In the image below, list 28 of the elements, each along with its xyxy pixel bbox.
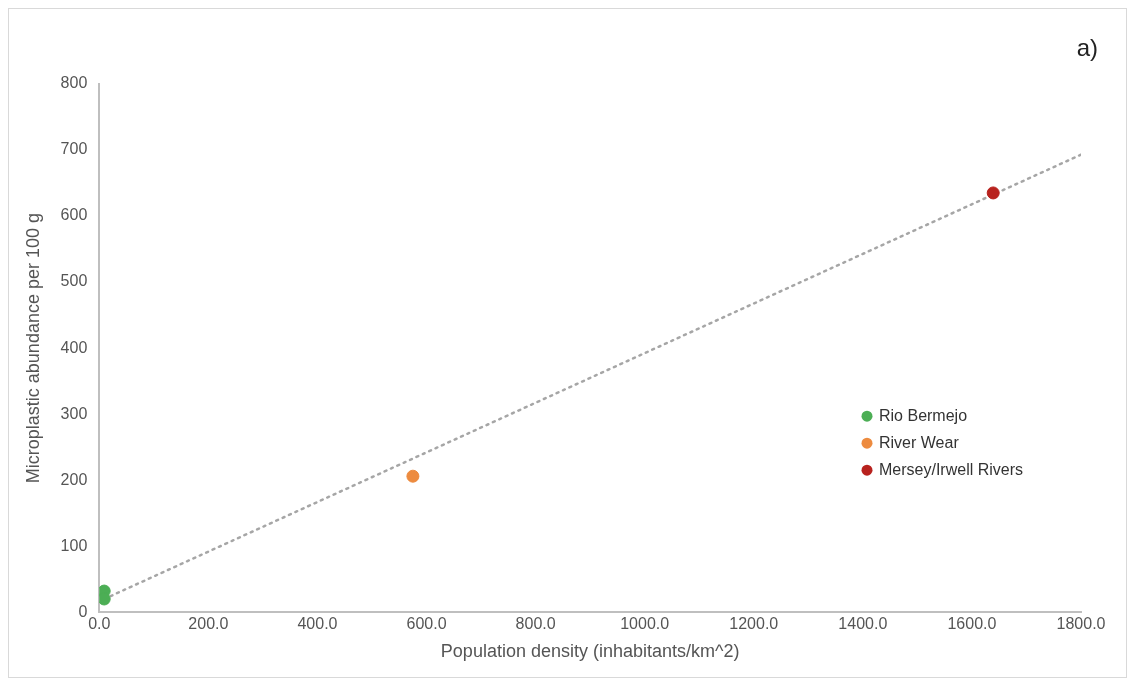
x-tick-label: 1600.0: [947, 615, 997, 633]
point: [986, 186, 1000, 200]
point: [406, 469, 420, 483]
legend-label: Rio Bermejo: [879, 406, 968, 424]
x-tick-label: 600.0: [406, 615, 447, 633]
x-axis-title: Population density (inhabitants/km^2): [440, 641, 740, 662]
y-tick-label: 400: [60, 338, 88, 356]
x-tick-label: 800.0: [515, 615, 556, 633]
y-tick-label: 100: [60, 536, 88, 554]
point: [99, 592, 111, 606]
text: a): [1076, 33, 1098, 61]
y-tick-label: 800: [60, 74, 88, 92]
x-tick-label: 0.0: [88, 615, 111, 633]
y-tick-label: 200: [60, 470, 88, 488]
x-tick-label: 400.0: [297, 615, 338, 633]
x-tick-label: 1800.0: [1056, 615, 1106, 633]
y-tick-label: 600: [60, 206, 88, 224]
legend-label: River Wear: [879, 433, 960, 451]
y-axis-title: Microplastic abundance per 100 g: [22, 213, 43, 484]
y-tick-label: 0: [78, 602, 88, 620]
x-tick-label: 1000.0: [620, 615, 670, 633]
x-tick-label: 1400.0: [838, 615, 888, 633]
y-tick-label: 500: [60, 272, 88, 290]
y-tick-label: 700: [60, 140, 88, 158]
x-tick-label: 1200.0: [729, 615, 779, 633]
x-tick-label: 200.0: [188, 615, 229, 633]
y-tick-label: 300: [60, 404, 88, 422]
legend-label: Mersey/Irwell Rivers: [879, 460, 1024, 478]
